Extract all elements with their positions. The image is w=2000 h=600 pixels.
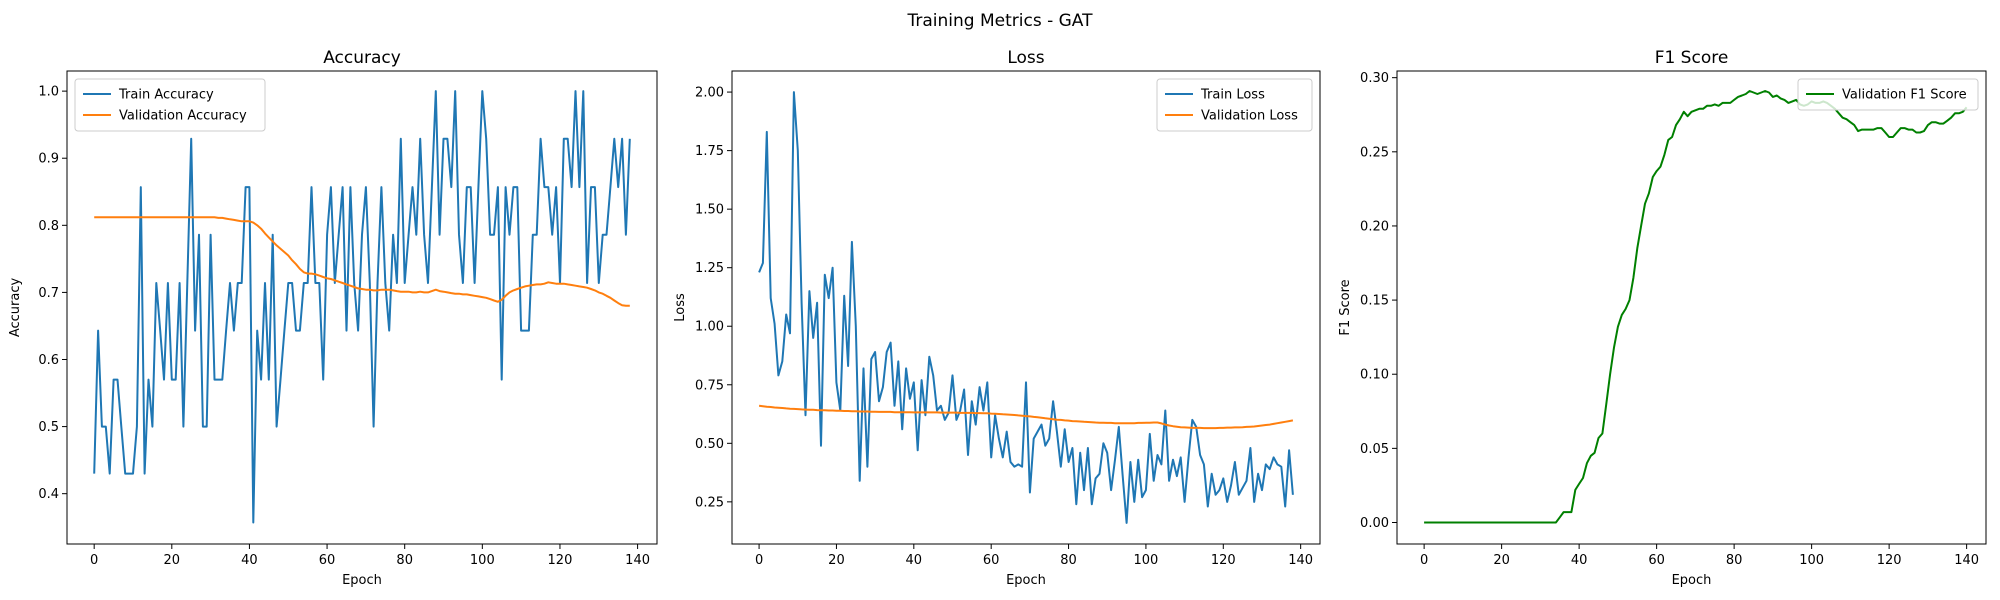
legend-box xyxy=(74,78,266,132)
y-tick-label: 0.00 xyxy=(1360,516,1389,531)
x-tick-label: 120 xyxy=(1877,553,1902,568)
series-line-validation-loss xyxy=(758,404,1294,430)
x-tick-label: 100 xyxy=(1134,553,1159,568)
x-tick-label: 0 xyxy=(90,553,98,568)
y-tick-label: 0.15 xyxy=(1360,294,1389,309)
x-tick-label: 0 xyxy=(755,553,763,568)
y-tick-label: 0.05 xyxy=(1360,442,1389,457)
legend-entry: Train Accuracy xyxy=(118,88,214,103)
legend-box xyxy=(1797,78,1979,111)
x-tick-label: 20 xyxy=(1493,553,1510,568)
x-tick-label: 60 xyxy=(319,553,336,568)
y-tick-label: 0.10 xyxy=(1360,368,1389,383)
x-tick-label: 140 xyxy=(1288,553,1313,568)
series-line-train-accuracy xyxy=(93,90,631,524)
y-tick-label: 1.50 xyxy=(695,203,724,218)
x-tick-label: 40 xyxy=(906,553,923,568)
x-tick-label: 140 xyxy=(1954,553,1979,568)
x-tick-label: 60 xyxy=(1648,553,1665,568)
y-tick-label: 0.5 xyxy=(38,420,59,435)
x-axis-label: Epoch xyxy=(1672,573,1712,588)
x-axis-label: Epoch xyxy=(342,573,382,588)
legend-entry: Validation Accuracy xyxy=(119,109,247,124)
figure-suptitle: Training Metrics - GAT xyxy=(907,11,1094,31)
y-tick-label: 0.75 xyxy=(695,378,724,393)
legend: Train Accuracy Validation Accuracy xyxy=(74,78,266,132)
panel-title: Accuracy xyxy=(323,48,401,68)
legend-entry: Train Loss xyxy=(1200,88,1265,103)
series-line-train-loss xyxy=(758,91,1294,524)
series-line-validation-f1-score xyxy=(1424,90,1968,524)
y-tick-label: 0.8 xyxy=(38,219,59,234)
y-tick-label: 0.20 xyxy=(1360,219,1389,234)
y-tick-label: 0.7 xyxy=(38,286,59,301)
y-tick-label: 0.50 xyxy=(695,437,724,452)
x-tick-label: 80 xyxy=(396,553,413,568)
panel-title: F1 Score xyxy=(1655,48,1729,68)
legend-entry: Validation Loss xyxy=(1201,109,1298,124)
x-tick-label: 100 xyxy=(470,553,495,568)
y-tick-label: 1.00 xyxy=(695,320,724,335)
y-axis-label: Accuracy xyxy=(8,278,23,338)
chart-panel-f1-score: F1 Score 0 20 40 60 80 100 120 140 0.00 0.05 0.10 0.… xyxy=(1338,48,1987,588)
y-axis-label: F1 Score xyxy=(1338,279,1353,335)
y-axis-label: Loss xyxy=(673,293,688,322)
chart-panel-loss: Loss 0 20 40 60 80 100 120 140 0.25 0.50 0.75 1.00 1.… xyxy=(673,48,1321,588)
y-tick-label: 0.9 xyxy=(38,152,59,167)
x-tick-label: 0 xyxy=(1420,553,1428,568)
x-tick-label: 40 xyxy=(241,553,258,568)
y-tick-label: 0.6 xyxy=(38,353,59,368)
y-tick-label: 2.00 xyxy=(695,86,724,101)
legend-box xyxy=(1156,78,1313,132)
y-tick-label: 0.30 xyxy=(1360,71,1389,86)
x-tick-label: 80 xyxy=(1726,553,1743,568)
x-tick-label: 140 xyxy=(625,553,650,568)
x-tick-label: 120 xyxy=(1211,553,1236,568)
x-tick-label: 100 xyxy=(1799,553,1824,568)
x-tick-label: 120 xyxy=(548,553,573,568)
y-tick-label: 0.4 xyxy=(38,487,59,502)
y-tick-label: 1.25 xyxy=(695,261,724,276)
legend-entry: Validation F1 Score xyxy=(1842,88,1967,103)
axes-frame xyxy=(731,70,1321,545)
axes-frame xyxy=(66,70,658,545)
x-tick-label: 20 xyxy=(164,553,181,568)
y-tick-label: 1.0 xyxy=(38,85,59,100)
x-tick-label: 80 xyxy=(1060,553,1077,568)
legend: Validation F1 Score xyxy=(1797,78,1979,111)
y-tick-label: 1.75 xyxy=(695,144,724,159)
legend: Train Loss Validation Loss xyxy=(1156,78,1313,132)
y-tick-label: 0.25 xyxy=(695,495,724,510)
series-line-validation-accuracy xyxy=(94,216,630,307)
x-tick-label: 40 xyxy=(1571,553,1588,568)
chart-panel-accuracy: Accuracy 0 20 40 60 80 100 120 140 0.4 0.5 0.6 0.7 0.… xyxy=(8,48,658,588)
x-axis-label: Epoch xyxy=(1006,573,1046,588)
x-tick-label: 60 xyxy=(983,553,1000,568)
x-tick-label: 20 xyxy=(828,553,845,568)
y-tick-label: 0.25 xyxy=(1360,145,1389,160)
axes-frame xyxy=(1396,70,1987,545)
panel-title: Loss xyxy=(1007,48,1044,68)
